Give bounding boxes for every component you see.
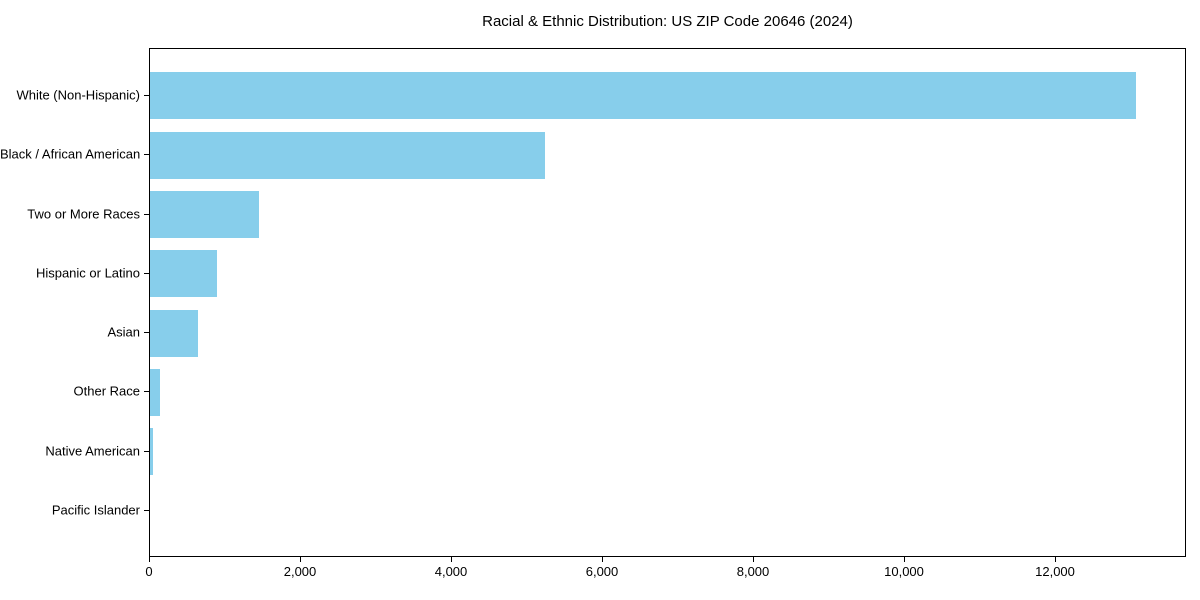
y-tick-mark <box>144 391 149 392</box>
x-tick-mark <box>149 557 150 562</box>
plot-area <box>149 48 1186 557</box>
y-tick-mark <box>144 451 149 452</box>
x-tick-mark <box>602 557 603 562</box>
x-tick-label: 8,000 <box>736 564 770 579</box>
bar-other-race <box>150 369 160 416</box>
y-tick-label: Asian <box>107 324 140 340</box>
y-tick-label: White (Non-Hispanic) <box>16 87 140 103</box>
y-tick-mark <box>144 510 149 511</box>
x-tick-label: 12,000 <box>1035 564 1075 579</box>
y-tick-mark <box>144 95 149 96</box>
bars-layer <box>150 49 1185 556</box>
y-tick-label: Pacific Islander <box>51 502 140 518</box>
y-tick-label: Native American <box>45 443 140 459</box>
bar-asian <box>150 310 198 357</box>
x-tick-mark <box>451 557 452 562</box>
y-tick-mark <box>144 214 149 215</box>
bar-white-non-hispanic <box>150 72 1136 119</box>
y-tick-label: Black / African American <box>0 146 141 162</box>
x-tick-label: 4,000 <box>434 564 468 579</box>
x-tick-mark <box>753 557 754 562</box>
y-tick-label: Other Race <box>73 383 140 399</box>
x-tick-label: 2,000 <box>283 564 317 579</box>
x-tick-label: 6,000 <box>585 564 619 579</box>
x-tick-mark <box>904 557 905 562</box>
bar-hispanic-or-latino <box>150 250 218 297</box>
x-tick-label: 10,000 <box>884 564 924 579</box>
y-tick-label: Hispanic or Latino <box>35 265 140 281</box>
y-tick-label: Two or More Races <box>27 206 140 222</box>
x-tick-mark <box>1055 557 1056 562</box>
y-tick-mark <box>144 273 149 274</box>
y-tick-mark <box>144 332 149 333</box>
y-tick-mark <box>144 154 149 155</box>
x-tick-label: 0 <box>145 564 153 579</box>
chart-title: Racial & Ethnic Distribution: US ZIP Cod… <box>482 13 853 30</box>
x-tick-mark <box>300 557 301 562</box>
bar-black-african-american <box>150 132 546 179</box>
bar-native-american <box>150 428 154 475</box>
bar-two-or-more-races <box>150 191 259 238</box>
